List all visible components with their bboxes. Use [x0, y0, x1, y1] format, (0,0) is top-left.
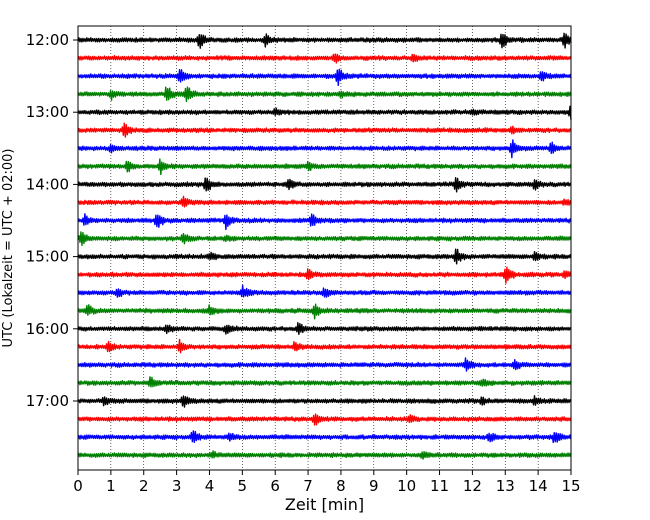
grid-lines: [110, 26, 539, 470]
y-axis-label: UTC (Lokalzeit = UTC + 02:00): [1, 149, 16, 348]
x-tick-label: 4: [205, 477, 215, 495]
x-tick-label: 9: [369, 477, 379, 495]
seismic-trace: [77, 86, 572, 103]
plot-frame: [77, 25, 572, 471]
y-tick-label: 16:00: [26, 320, 69, 338]
seismic-trace: [77, 68, 572, 86]
seismic-trace: [77, 105, 572, 120]
seismic-trace: [77, 32, 572, 49]
seismic-trace: [77, 139, 572, 159]
seismic-trace: [77, 122, 572, 138]
seismic-trace: [77, 430, 572, 444]
x-tick-label: 3: [172, 477, 182, 495]
x-tick-label: 12: [463, 477, 482, 495]
seismic-trace: [77, 177, 572, 193]
seismic-trace: [77, 303, 572, 320]
seismic-traces: [77, 32, 572, 460]
seismic-trace: [77, 450, 572, 460]
y-axis-ticks: 12:00 13:00 14:00 15:00 16:00 17:00: [26, 31, 78, 410]
seismic-trace: [77, 248, 572, 265]
x-axis-label: Zeit [min]: [285, 495, 364, 514]
seismic-trace: [77, 322, 572, 335]
seismic-trace: [77, 266, 572, 284]
x-tick-label: 8: [336, 477, 346, 495]
seismic-trace: [77, 413, 572, 426]
seismic-trace: [77, 395, 572, 408]
y-tick-label: 12:00: [26, 31, 69, 49]
seismic-trace: [77, 376, 572, 388]
x-tick-label: 10: [397, 477, 416, 495]
x-tick-label: 1: [106, 477, 116, 495]
x-tick-label: 15: [561, 477, 580, 495]
x-tick-label: 13: [496, 477, 515, 495]
x-axis-ticks: 0 1 2 3 4 5 6 7 8 9 10 11 12 13 14 15: [73, 470, 581, 495]
y-tick-label: 15:00: [26, 248, 69, 266]
x-tick-label: 2: [139, 477, 149, 495]
plot-background: [78, 26, 571, 470]
seismic-trace: [77, 231, 572, 247]
y-tick-label: 17:00: [26, 392, 69, 410]
x-tick-label: 14: [529, 477, 548, 495]
x-tick-label: 0: [73, 477, 83, 495]
seismic-trace: [77, 357, 572, 372]
x-tick-label: 6: [270, 477, 280, 495]
y-tick-label: 14:00: [26, 175, 69, 193]
seismic-trace: [77, 338, 572, 354]
x-tick-label: 7: [303, 477, 313, 495]
x-tick-label: 5: [238, 477, 248, 495]
seismic-trace: [77, 213, 572, 231]
seismic-trace: [77, 195, 572, 208]
seismic-trace: [77, 158, 572, 176]
x-tick-label: 11: [430, 477, 449, 495]
seismic-trace: [77, 53, 572, 64]
y-tick-label: 13:00: [26, 103, 69, 121]
seismic-trace: [77, 284, 572, 298]
